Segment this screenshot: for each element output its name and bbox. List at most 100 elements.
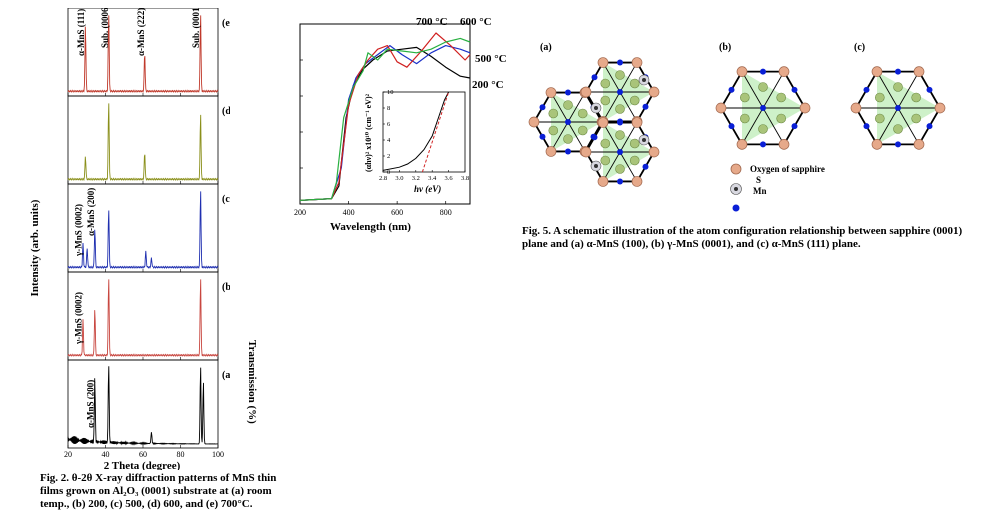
panel-b-hex-oxygen-atom	[778, 139, 790, 150]
panel-a-hex3-center-mn	[617, 149, 623, 155]
panel-b-hex-mn-atom	[728, 123, 735, 130]
panel-a-hex1-mn-atom	[539, 104, 546, 111]
inset-x-tick-label: 3.0	[395, 175, 403, 182]
panel-a-hex1-mn-atom	[565, 148, 571, 155]
panel-c-hex-oxygen-atom	[850, 102, 862, 114]
inset-series-0	[382, 91, 450, 171]
panel-c-hex-mn-atom	[895, 68, 901, 75]
xrd-spectrum-c	[67, 191, 219, 270]
panel-a-hex2-s-atom	[615, 70, 625, 80]
xrd-x-tick-label: 80	[177, 450, 185, 459]
panel-c-hex-mn-atom	[926, 123, 933, 130]
panel-c-hex-oxygen-atom	[934, 102, 946, 114]
xrd-x-tick-label: 100	[212, 450, 224, 459]
panel-b-hex-s-atom	[776, 92, 786, 103]
xrd-panel-letter-e: (e)	[222, 18, 230, 29]
xrd-peak-label-a-0: α-MnS (200)	[85, 380, 95, 428]
panel-b-hex-mn-atom	[728, 86, 735, 93]
xrd-ylabel: Intensity (arb. units)	[30, 199, 41, 296]
xrd-spectrum-b	[67, 279, 219, 358]
panel-c-hex-oxygen-atom	[913, 139, 925, 150]
inset-ylabel: (αhν)² x10¹⁰ (cm⁻¹ eV)²	[364, 93, 373, 172]
panel-a-hex3-oxygen-atom	[597, 176, 609, 187]
panel-b-hex-oxygen-atom	[778, 66, 790, 77]
panel-c-hex-s-atom	[893, 124, 903, 134]
panel-label-c: (c)	[854, 42, 865, 53]
panel-b-hex-mn-atom	[760, 68, 766, 75]
legend-s: S	[756, 175, 761, 185]
panel-a-hex3-oxygen-atom	[597, 117, 609, 128]
panel-a-hex1-s-atom	[577, 125, 588, 136]
panel-a-hex2-mn-atom	[617, 59, 623, 66]
panel-a-hex1-center-mn	[565, 119, 571, 125]
panel-label-b: (b)	[719, 42, 731, 53]
panel-a-hex1-mn-atom	[539, 133, 546, 140]
uv-x-tick-label: 600	[391, 208, 403, 217]
uv-label-600: 600 °C	[460, 16, 492, 28]
uv-series-3	[299, 37, 471, 201]
panel-a-hex2-oxygen-atom	[648, 86, 660, 98]
xrd-figure: (a) (b) (c) (d) (e) α-MnS (111) Sub. (0006) α-M…	[30, 8, 230, 470]
legend-oxygen-marker	[730, 163, 742, 175]
panel-a-hex1-s-atom	[548, 108, 559, 119]
inset-frame	[382, 91, 466, 173]
panel-c-hex-s-atom	[893, 82, 903, 92]
panel-b-hex-s-atom	[740, 113, 750, 124]
panel-label-a: (a)	[540, 42, 552, 53]
uv-label-700: 700 °C	[416, 16, 448, 28]
xrd-x-tick-label: 40	[102, 450, 110, 459]
fig2-caption: Fig. 2. θ-2θ X-ray diffraction patterns …	[40, 472, 277, 510]
panel-c-hex-mn-atom	[926, 86, 933, 93]
panel-a-hex3-oxygen-atom	[631, 117, 643, 128]
panel-a-hex3-s-atom	[629, 138, 640, 149]
inset-x-tick-label: 3.8	[461, 175, 469, 182]
xrd-panels: (a) (b) (c) (d) (e) α-MnS (111) Sub. (0006) α-M…	[67, 8, 230, 449]
xrd-peak-label-e-0: α-MnS (111)	[76, 9, 86, 56]
uv-x-tick-label: 400	[343, 208, 355, 217]
uv-inset: 2.8 3.0 3.2 3.4 3.6 3.8 0 2 4 6 8 10 hν (eV) (αhν)²…	[364, 89, 469, 194]
panel-b-hex-mn-atom	[760, 141, 766, 148]
panel-c-hex-s-atom	[875, 92, 885, 103]
panel-a-hex2-oxygen-atom	[597, 57, 609, 68]
panel-a-hex1-oxygen-atom	[545, 87, 557, 98]
panel-c-hex-center-mn	[895, 105, 901, 111]
panel-c-hex-mn-atom	[863, 86, 870, 93]
inset-y-tick-label: 0	[387, 169, 390, 176]
legend-oxygen: Oxygen of sapphire	[750, 164, 825, 174]
inset-lines	[382, 91, 450, 173]
uv-figure: 200 400 600 800 Wavelength (nm) 700 °C 600 …	[294, 16, 507, 233]
atom-panel-a	[528, 57, 660, 187]
xrd-spectrum-e	[67, 15, 219, 94]
xrd-xlabel: 2 Theta (degree)	[104, 460, 181, 470]
xrd-x-tick-label: 20	[64, 450, 72, 459]
panel-a-hex3-oxygen-atom	[648, 146, 660, 158]
xrd-x-ticks: 20 40 60 80 100	[64, 450, 224, 459]
inset-x-tick-label: 3.6	[445, 175, 454, 182]
xrd-x-tick-label: 60	[139, 450, 147, 459]
panel-a-hex1-s-atom	[548, 125, 559, 136]
panel-a-hex3-s-atom	[629, 155, 640, 166]
xrd-peak-label-b-0: γ-MnS (0002)	[74, 292, 84, 345]
xrd-panel-letter-a: (a)	[222, 370, 230, 381]
panel-b-hex-mn-atom	[791, 86, 798, 93]
panel-a-hex3-s-atom	[600, 155, 611, 166]
panel-c-hex-oxygen-atom	[871, 66, 883, 77]
panel-c-hex-s-atom	[911, 92, 921, 103]
panel-b-hex-mn-atom	[791, 123, 798, 130]
inset-x-tick-label: 2.8	[379, 175, 387, 182]
atom-legend: Oxygen of sapphire S Mn	[730, 163, 825, 212]
panel-a-hex1-s-atom	[563, 100, 573, 110]
panel-a-hex2-center-mn	[617, 89, 623, 95]
panel-a-mn-site-core	[642, 78, 646, 82]
uv-xlabel: Wavelength (nm)	[330, 221, 411, 233]
fig5-caption: Fig. 5. A schematic illustration of the …	[522, 225, 963, 250]
uv-ylabel: Transmission (%)	[246, 340, 258, 424]
panel-c-hex-mn-atom	[895, 141, 901, 148]
panel-c-hex-oxygen-atom	[913, 66, 925, 77]
panel-a-hex2-s-atom	[629, 78, 640, 89]
xrd-panel-letter-d: (d)	[222, 106, 230, 117]
panel-b-hex-oxygen-atom	[715, 102, 727, 114]
uv-x-tick-label: 200	[294, 208, 306, 217]
inset-y-tick-label: 8	[387, 105, 390, 112]
panel-a-hex3-s-atom	[615, 164, 625, 174]
